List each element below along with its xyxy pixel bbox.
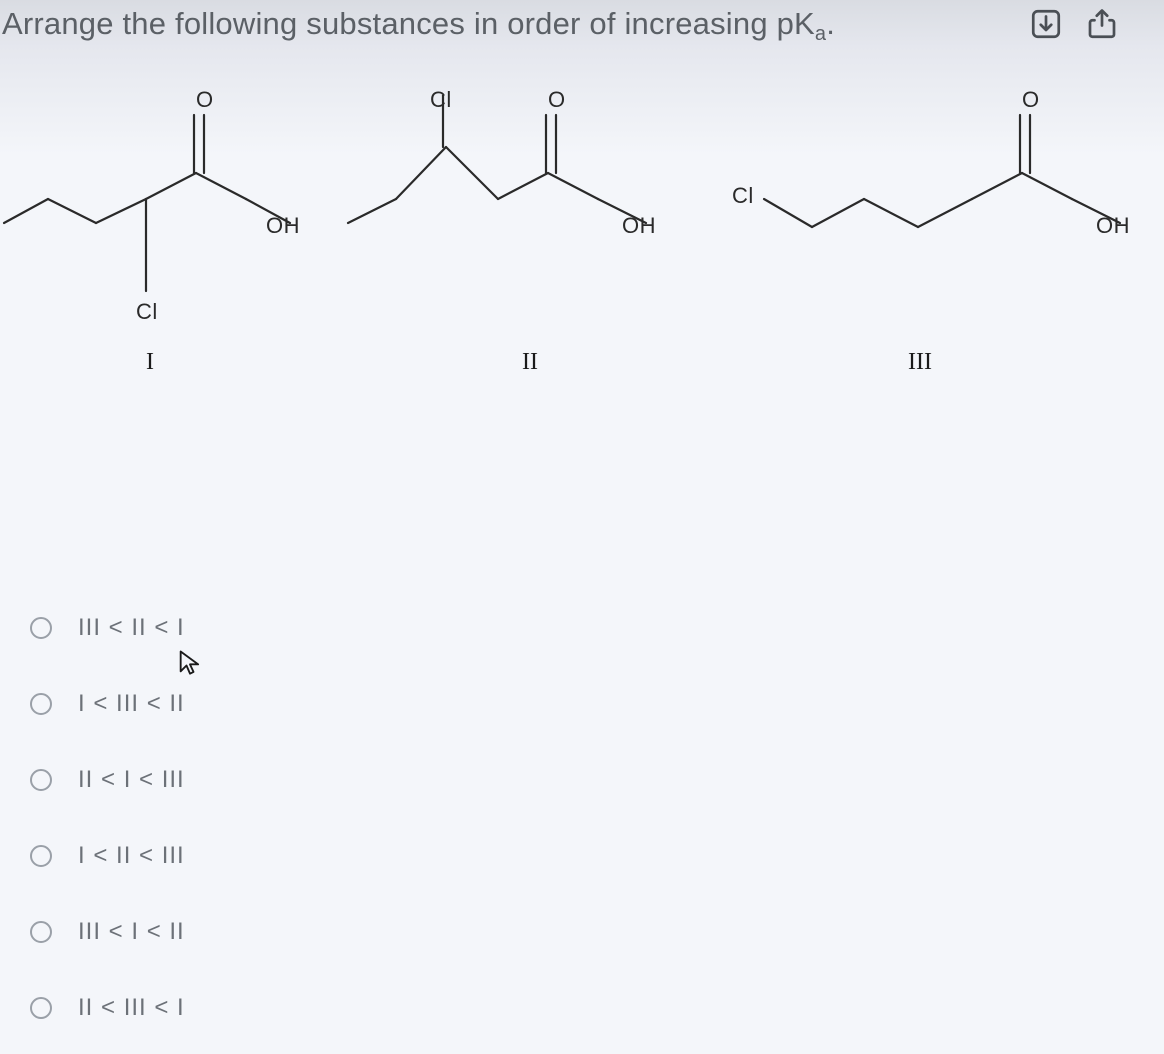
struct_II-O: O (548, 87, 566, 113)
question-prompt: Arrange the following substances in orde… (2, 6, 835, 42)
option-text-4: I < II < III (78, 842, 185, 870)
option-text-2: I < III < II (78, 690, 185, 718)
share-icon (1084, 6, 1120, 42)
share-button[interactable] (1084, 6, 1124, 46)
struct_III-Cl: Cl (732, 183, 754, 209)
radio-6[interactable] (30, 997, 52, 1019)
download-icon (1028, 6, 1064, 42)
struct_II-Cl: Cl (430, 87, 452, 113)
struct_I-O: O (196, 87, 214, 113)
structures-area: OOHClIOOHClIIOOHClIII (0, 95, 1164, 395)
structure-label-II: II (522, 349, 538, 376)
option-row-5[interactable]: III < I < II (30, 894, 185, 970)
option-row-4[interactable]: I < II < III (30, 818, 185, 894)
option-row-1[interactable]: III < II < I (30, 590, 185, 666)
answer-options: III < II < I I < III < II II < I < III I < … (30, 590, 185, 1046)
option-row-6[interactable]: II < III < I (30, 970, 185, 1046)
struct_I-Cl: Cl (136, 299, 158, 325)
radio-3[interactable] (30, 769, 52, 791)
option-text-1: III < II < I (78, 614, 185, 642)
option-text-3: II < I < III (78, 766, 185, 794)
structure-label-I: I (146, 349, 154, 376)
radio-2[interactable] (30, 693, 52, 715)
option-text-6: II < III < I (78, 994, 185, 1022)
struct_III-O: O (1022, 87, 1040, 113)
struct_II-OH: OH (622, 213, 656, 239)
option-text-5: III < I < II (78, 918, 185, 946)
radio-1[interactable] (30, 617, 52, 639)
structure-label-III: III (908, 349, 932, 376)
option-row-3[interactable]: II < I < III (30, 742, 185, 818)
radio-5[interactable] (30, 921, 52, 943)
download-button[interactable] (1028, 6, 1068, 46)
page-root: Arrange the following substances in orde… (0, 0, 1164, 1054)
radio-4[interactable] (30, 845, 52, 867)
option-row-2[interactable]: I < III < II (30, 666, 185, 742)
struct_III-OH: OH (1096, 213, 1130, 239)
structures-svg (0, 95, 1164, 395)
struct_I-OH: OH (266, 213, 300, 239)
